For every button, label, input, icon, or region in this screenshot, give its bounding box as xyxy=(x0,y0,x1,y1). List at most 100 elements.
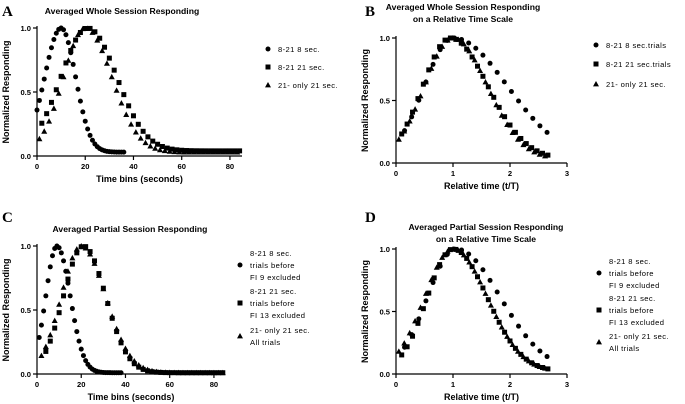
legend-entry: 8-21 21 sec. xyxy=(265,63,324,72)
data-point xyxy=(140,128,146,134)
data-point xyxy=(69,261,75,267)
data-point xyxy=(83,358,89,364)
x-tick-label: 0 xyxy=(35,162,39,171)
data-point xyxy=(109,313,116,319)
data-point xyxy=(544,129,550,135)
data-point xyxy=(493,101,500,108)
data-point xyxy=(179,147,185,153)
legend-entry: 21- only 21 sec. xyxy=(265,81,338,90)
data-point xyxy=(48,45,54,51)
data-point xyxy=(73,74,79,80)
data-point xyxy=(487,302,494,308)
data-point xyxy=(502,114,508,120)
data-point xyxy=(523,141,529,147)
data-point xyxy=(475,274,481,280)
legend-label: FI 13 excluded xyxy=(609,318,664,327)
data-point xyxy=(539,150,545,156)
data-point xyxy=(450,246,456,252)
x-tick-label: 3 xyxy=(565,169,569,178)
panel-title: Averaged Partial Session Responding xyxy=(409,222,564,232)
data-point xyxy=(164,145,170,151)
panel-subtitle: on a Relative Time Scale xyxy=(436,234,536,244)
data-point xyxy=(65,57,72,63)
data-point xyxy=(89,29,96,35)
data-point xyxy=(458,40,464,46)
data-point xyxy=(74,329,80,335)
data-point xyxy=(536,151,543,157)
data-point xyxy=(412,106,419,112)
series-1 xyxy=(34,25,127,155)
data-point xyxy=(150,138,156,144)
data-point xyxy=(102,44,108,50)
data-point xyxy=(82,118,88,124)
data-point xyxy=(147,143,154,149)
data-point xyxy=(480,267,486,273)
data-point xyxy=(444,248,451,254)
data-point xyxy=(529,145,535,151)
data-point xyxy=(63,32,69,38)
data-point xyxy=(121,149,127,155)
data-point xyxy=(507,338,513,344)
data-point xyxy=(531,149,538,155)
legend-label: 8-21 8 sec. xyxy=(278,45,320,54)
data-point xyxy=(480,73,486,79)
data-point xyxy=(75,31,81,38)
data-point xyxy=(39,87,45,93)
data-point xyxy=(82,245,89,251)
data-point xyxy=(395,136,402,142)
legend-label: 8-21 21 sec.trials xyxy=(606,60,671,69)
x-tick-label: 0 xyxy=(35,380,39,389)
data-point xyxy=(184,369,191,376)
x-tick-label: 80 xyxy=(226,162,234,171)
data-point xyxy=(415,320,421,326)
data-point xyxy=(84,25,91,31)
legend-label: 8-21 8 sec. xyxy=(250,249,292,258)
legend-label: 8-21 8 sec.trials xyxy=(606,41,666,50)
data-point xyxy=(43,348,49,354)
data-point xyxy=(87,251,94,257)
legend-marker xyxy=(596,339,602,345)
data-point xyxy=(122,345,129,351)
data-point xyxy=(47,264,53,270)
data-point xyxy=(433,53,440,59)
legend-label: All trials xyxy=(609,344,640,353)
data-point xyxy=(428,276,435,283)
data-point xyxy=(416,316,422,322)
data-point xyxy=(78,243,85,249)
data-point xyxy=(131,357,138,364)
data-point xyxy=(44,65,50,71)
data-point xyxy=(78,346,84,352)
data-point xyxy=(491,308,497,314)
x-axis-label: Time bins (seconds) xyxy=(88,392,175,402)
data-point xyxy=(64,268,71,274)
data-point xyxy=(75,86,81,92)
data-point xyxy=(116,80,122,86)
data-point xyxy=(42,343,49,350)
data-point xyxy=(471,268,478,274)
data-point xyxy=(494,69,500,75)
data-point xyxy=(74,250,80,256)
data-point xyxy=(431,54,437,60)
data-point xyxy=(458,250,464,256)
data-point xyxy=(487,90,494,97)
data-point xyxy=(149,367,156,374)
data-point xyxy=(73,246,80,252)
data-point xyxy=(437,44,443,50)
data-point xyxy=(36,97,42,103)
data-point xyxy=(426,290,432,296)
legend-marker xyxy=(593,61,599,67)
data-point xyxy=(128,121,135,127)
data-point xyxy=(539,365,545,371)
legend-entry: 8-21 8 sec. trials before FI 9 excluded xyxy=(237,249,300,282)
data-point xyxy=(159,144,165,150)
data-point xyxy=(108,73,115,80)
data-point xyxy=(80,353,86,359)
data-point xyxy=(135,361,142,368)
data-point xyxy=(184,148,190,154)
data-point xyxy=(466,47,473,54)
legend-label: 8-21 21 sec. xyxy=(609,294,656,303)
data-point xyxy=(480,285,486,291)
data-point xyxy=(188,148,194,154)
y-tick-label: 0.5 xyxy=(379,308,390,317)
legend-entry: 8-21 8 sec. xyxy=(265,45,320,54)
